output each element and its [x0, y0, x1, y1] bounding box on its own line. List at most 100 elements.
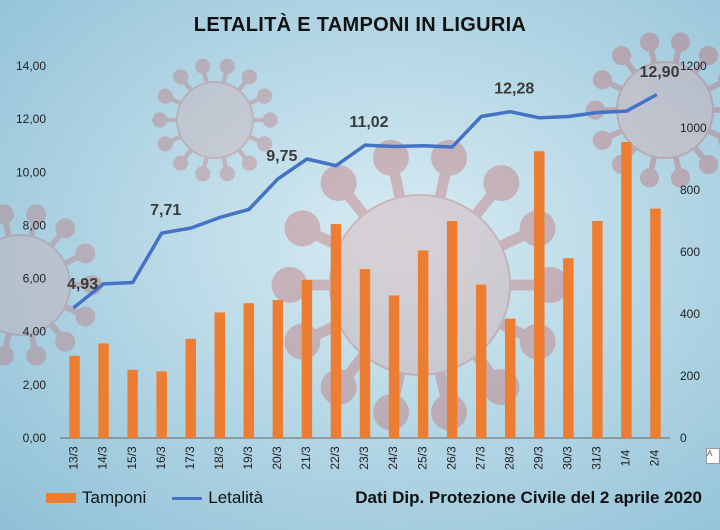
- virus-spike: [0, 213, 23, 286]
- virus-spike-tip: [173, 155, 189, 171]
- x-tick-label: 29/3: [531, 446, 545, 470]
- tamponi-bar: [650, 208, 661, 438]
- virus-spike: [200, 119, 218, 175]
- edge-tag: A: [706, 448, 720, 464]
- virus-spike-tip: [26, 204, 47, 225]
- legend-swatch-letalita: [172, 496, 203, 500]
- y-left-tick-label: 2,00: [23, 378, 47, 392]
- tamponi-bar: [127, 369, 138, 438]
- virus-spike: [334, 281, 425, 391]
- virus-spike-tip: [219, 58, 235, 74]
- letalita-point: [595, 111, 599, 114]
- x-tick-label: 24/3: [386, 446, 400, 470]
- virus-spike-tip: [241, 155, 257, 171]
- tamponi-bar: [592, 221, 603, 438]
- y-right-tick-label: 400: [680, 307, 700, 321]
- virus-spike: [214, 117, 266, 146]
- virus-spike: [662, 53, 711, 112]
- virus-spike-tip: [0, 345, 14, 366]
- virus-spike: [415, 179, 506, 289]
- virus-spike: [385, 156, 426, 287]
- virus-spike: [0, 283, 23, 315]
- y-right-tick-label: 1200: [680, 59, 707, 73]
- virus-spike-tip: [320, 164, 357, 201]
- y-left-tick-label: 0,00: [23, 431, 47, 445]
- virus-spike: [663, 80, 720, 113]
- x-tick-label: 21/3: [299, 446, 313, 470]
- x-tick-label: 26/3: [444, 446, 458, 470]
- tamponi-bar: [475, 284, 487, 438]
- tamponi-bar: [301, 279, 313, 438]
- virus-small-left: [152, 58, 278, 182]
- letalita-point: [508, 110, 512, 114]
- virus-spike-tip: [195, 58, 211, 74]
- virus-spike: [663, 107, 720, 140]
- tamponi-bar: [388, 295, 400, 438]
- virus-spike: [164, 117, 216, 146]
- virus-spike: [178, 75, 217, 122]
- virus-spike-tip: [55, 331, 76, 352]
- virus-spike-tip: [612, 45, 632, 66]
- x-tick-label: 14/3: [96, 446, 110, 470]
- tamponi-bar: [272, 300, 284, 438]
- virus-spike: [646, 41, 668, 111]
- letalita-point: [131, 281, 135, 285]
- virus-spike-tip: [262, 112, 278, 128]
- x-tick-label: 1/4: [619, 449, 633, 466]
- virus-body: [176, 81, 254, 159]
- letalita-data-label: 12,28: [494, 81, 534, 98]
- letalita-point: [189, 226, 193, 230]
- tamponi-bar: [417, 250, 429, 438]
- virus-spike: [0, 272, 22, 288]
- y-right-tick-label: 200: [680, 369, 700, 383]
- letalita-data-label: 11,02: [349, 114, 388, 131]
- virus-spike-tip: [195, 166, 211, 182]
- letalita-data-label: 9,75: [266, 148, 297, 165]
- virus-spike-tip: [75, 306, 96, 327]
- virus-spike: [662, 109, 684, 179]
- virus-spike: [213, 118, 252, 165]
- letalita-point: [363, 143, 367, 147]
- virus-spike: [17, 213, 40, 286]
- virus-spike: [212, 65, 230, 121]
- virus-spike-tip: [639, 32, 660, 52]
- x-tick-label: 28/3: [502, 446, 516, 470]
- data-labels: 4,93 7,71 9,75 11,02 12,28 12,90: [67, 64, 680, 293]
- virus-spike-tip: [372, 139, 409, 176]
- virus-spike: [0, 282, 22, 298]
- virus-spike-tip: [75, 243, 96, 264]
- legend: Tamponi Letalità: [46, 488, 289, 508]
- y-right-tick-label: 800: [680, 183, 700, 197]
- virus-spike-tip: [284, 210, 321, 247]
- virus-spike: [415, 281, 506, 391]
- virus-spike: [18, 250, 87, 288]
- virus-spike-tip: [257, 88, 273, 104]
- virus-spike-tip: [670, 32, 691, 52]
- letalita-point: [305, 157, 309, 161]
- virus-spike: [646, 109, 668, 179]
- tamponi-bar: [156, 371, 167, 438]
- virus-spike: [300, 223, 423, 290]
- y-left-tick-label: 6,00: [23, 272, 47, 286]
- virus-spike: [0, 255, 23, 287]
- letalita-point: [421, 144, 425, 148]
- letalita-point: [624, 109, 628, 113]
- tamponi-bar: [69, 355, 80, 438]
- virus-spike-tip: [26, 345, 47, 366]
- virus-spike: [178, 118, 217, 165]
- letalita-point: [73, 305, 77, 309]
- letalita-data-label: 12,90: [639, 64, 679, 81]
- virus-spike: [17, 283, 68, 344]
- legend-swatch-tamponi: [46, 493, 76, 503]
- letalita-point: [537, 116, 541, 120]
- letalita-point: [392, 145, 396, 149]
- legend-item-tamponi: Tamponi: [46, 488, 146, 508]
- y-left-tick-label: 8,00: [23, 218, 47, 232]
- virus-top-right: [585, 32, 720, 188]
- letalita-data-label: 7,71: [150, 202, 181, 219]
- chart-title: LETALITÀ E TAMPONI IN LIGURIA: [193, 14, 527, 36]
- x-tick-label: 17/3: [183, 446, 197, 470]
- x-tick-label: 27/3: [473, 446, 487, 470]
- tamponi-bar: [330, 224, 342, 438]
- virus-spike: [17, 284, 40, 357]
